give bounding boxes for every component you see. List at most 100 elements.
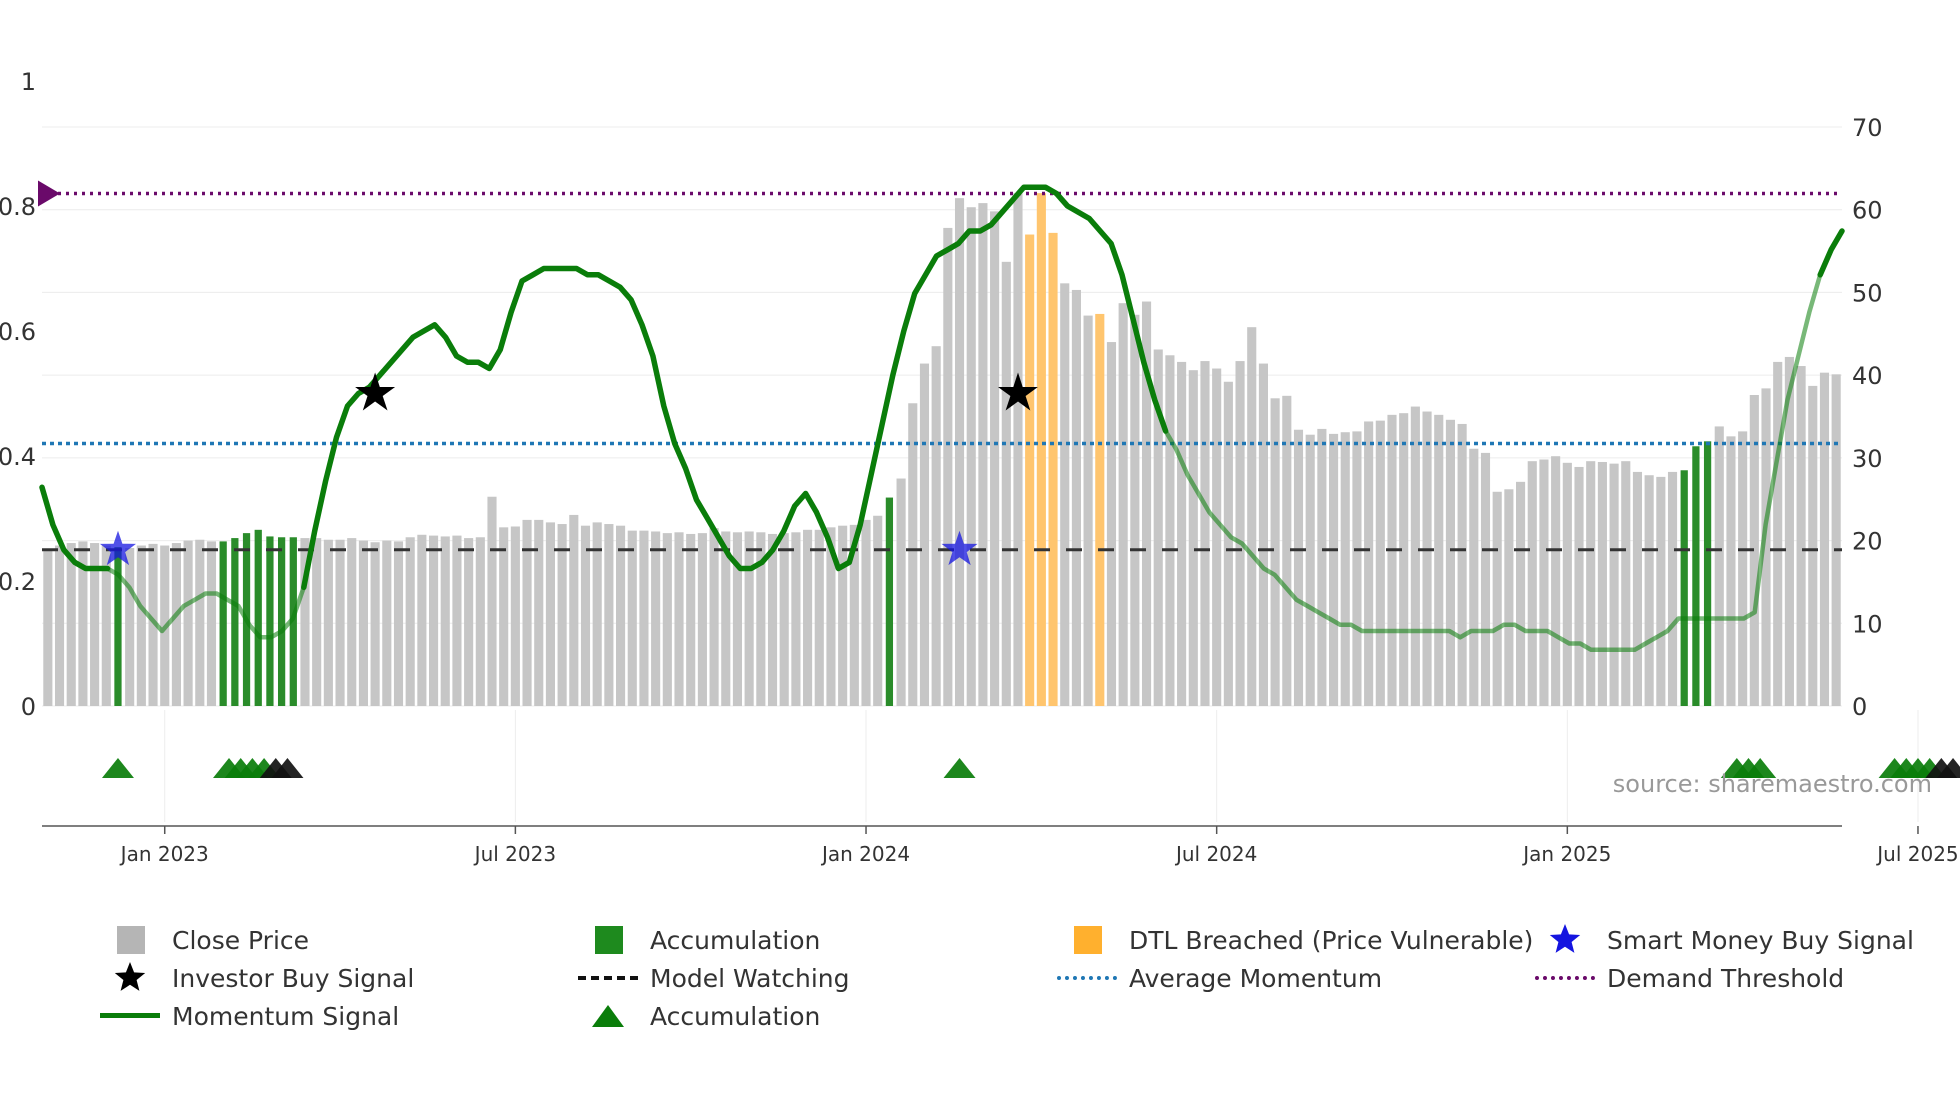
- accumulation-bar: [1680, 470, 1688, 706]
- close-price-bar: [1352, 431, 1362, 706]
- close-price-bar: [393, 541, 404, 706]
- accumulation-triangle-icon: [271, 758, 304, 778]
- close-price-bar: [1831, 374, 1841, 706]
- close-price-bar: [54, 545, 65, 706]
- close-price-bar: [954, 198, 965, 707]
- close-price-bar: [510, 526, 520, 706]
- close-price-bar: [1457, 423, 1467, 706]
- close-price-bar: [1808, 385, 1818, 706]
- close-price-bar: [1726, 436, 1736, 706]
- close-price-bar: [183, 540, 193, 706]
- close-price-bar: [1422, 411, 1432, 706]
- close-price-bar: [66, 543, 76, 706]
- close-price-bar: [195, 539, 205, 706]
- close-price-bar: [1223, 381, 1233, 706]
- close-price-bar: [171, 543, 181, 706]
- close-price-bar: [1305, 434, 1315, 706]
- accumulation-triangle-icon: [101, 758, 134, 778]
- close-price-bar: [1609, 463, 1619, 706]
- close-price-bar: [545, 522, 555, 706]
- dtl-breached-bar: [1025, 234, 1035, 706]
- close-price-bar: [1399, 413, 1409, 706]
- close-price-bar: [1527, 461, 1537, 706]
- close-price-bar: [1177, 361, 1187, 706]
- x-axis-tick-label: Jan 2024: [820, 842, 910, 866]
- close-price-bar: [1796, 366, 1806, 706]
- dtl-breached-bar: [1036, 193, 1046, 706]
- close-price-bar: [417, 534, 427, 706]
- left-axis-tick-label: 0.2: [0, 568, 36, 596]
- close-price-bar: [300, 538, 310, 706]
- accumulation-triangle-icon: [1937, 758, 1960, 778]
- close-price-bar: [1270, 398, 1280, 706]
- close-price-bar: [686, 533, 696, 706]
- close-price-bar: [1516, 481, 1526, 706]
- accumulation-bar: [885, 497, 894, 706]
- x-axis-tick-label: Jul 2023: [473, 842, 556, 866]
- close-price-bar: [1188, 370, 1198, 706]
- close-price-bar: [1667, 471, 1678, 706]
- close-price-bar: [1562, 462, 1572, 706]
- close-price-bar: [1141, 301, 1152, 706]
- close-price-bar: [1773, 361, 1783, 706]
- close-price-bar: [464, 538, 474, 706]
- x-axis-tick-label: Jul 2024: [1174, 842, 1257, 866]
- close-price-bar: [440, 536, 450, 706]
- close-price-bar: [861, 519, 871, 706]
- close-price-bar: [1480, 452, 1491, 706]
- close-price-bar: [1375, 420, 1385, 706]
- left-axis-tick-label: 1: [21, 68, 36, 96]
- close-price-bar: [90, 543, 100, 706]
- close-price-bar: [908, 403, 918, 706]
- x-axis-tick-label: Jan 2023: [119, 842, 209, 866]
- close-price-bar: [639, 530, 649, 706]
- close-price-bar: [966, 207, 976, 707]
- close-price-bar: [499, 527, 509, 706]
- close-price-bar: [136, 545, 146, 706]
- close-price-bar: [475, 537, 485, 706]
- close-price-bar: [1445, 419, 1455, 706]
- close-price-bar: [1258, 363, 1268, 706]
- close-price-bar: [1551, 456, 1561, 706]
- close-price-bar: [1071, 289, 1081, 706]
- close-price-bar: [1738, 431, 1748, 706]
- close-price-bar: [838, 525, 848, 706]
- accumulation-bar: [1692, 446, 1700, 706]
- close-price-bar: [990, 211, 1000, 706]
- investor-buy-star-icon: [998, 372, 1038, 411]
- close-price-bar: [1819, 372, 1830, 706]
- accumulation-bar: [254, 529, 262, 706]
- dtl-breached-bar: [1048, 232, 1058, 707]
- close-price-bar: [1714, 426, 1724, 706]
- close-price-bar: [931, 346, 941, 706]
- close-price-bar: [873, 515, 883, 706]
- close-price-bar: [814, 529, 824, 706]
- accumulation-bar: [219, 541, 227, 706]
- momentum-line-group: [39, 184, 1845, 653]
- close-price-bar: [1282, 395, 1292, 706]
- close-price-bar: [335, 539, 345, 706]
- close-price-bar: [1130, 314, 1140, 706]
- close-price-bar: [616, 525, 626, 706]
- accumulation-bar: [289, 537, 297, 706]
- smart-money-star-icon: [99, 530, 136, 566]
- close-price-bar: [206, 541, 217, 706]
- accumulation-triangle-icon: [1744, 758, 1777, 778]
- close-price-bar: [1387, 414, 1397, 706]
- demand-threshold-marker-icon: [38, 180, 60, 207]
- x-axis-tick-label: Jan 2025: [1521, 842, 1611, 866]
- close-price-bar: [651, 531, 661, 706]
- close-price-bar: [1317, 428, 1327, 706]
- right-axis-tick-label: 30: [1852, 445, 1883, 473]
- close-price-bar: [1504, 489, 1514, 706]
- close-price-bar: [1329, 433, 1339, 706]
- close-price-bar: [405, 537, 415, 706]
- close-price-bar: [1539, 459, 1549, 706]
- right-axis-tick-label: 20: [1852, 528, 1883, 556]
- close-price-bar: [522, 519, 532, 706]
- right-axis-tick-label: 60: [1852, 197, 1883, 225]
- close-price-bar: [487, 496, 497, 706]
- close-price-bar: [662, 533, 672, 706]
- close-price-bar: [756, 532, 766, 706]
